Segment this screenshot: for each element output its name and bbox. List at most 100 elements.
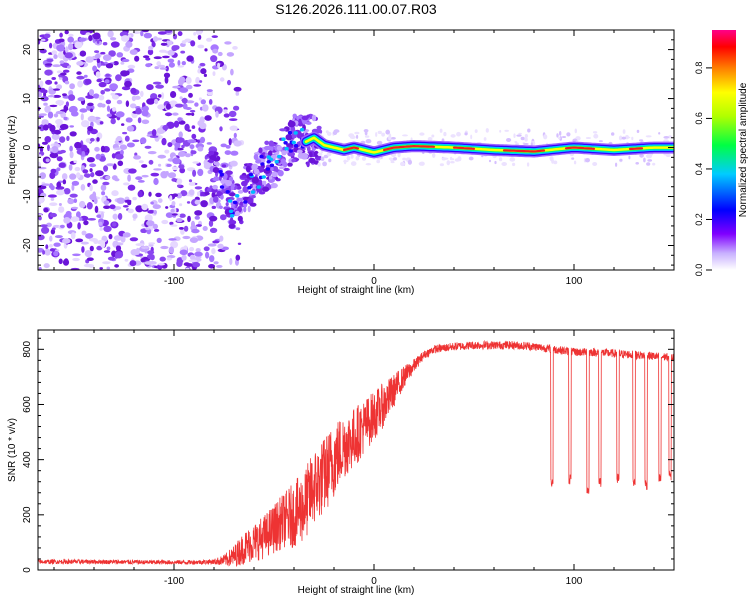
noise-blob — [177, 151, 186, 157]
noise-blob — [92, 179, 98, 184]
noise-blob — [235, 91, 240, 96]
noise-blob — [120, 61, 125, 65]
transition-blob — [290, 125, 296, 133]
transition-core — [218, 170, 223, 174]
noise-blob — [140, 90, 144, 97]
noise-blob — [208, 99, 213, 105]
transition-blob — [229, 217, 234, 224]
noise-blob — [178, 131, 183, 138]
noise-blob — [206, 89, 213, 93]
noise-blob — [67, 198, 75, 205]
noise-blob — [157, 154, 167, 159]
noise-blob — [178, 227, 184, 230]
noise-blob — [70, 232, 76, 240]
noise-blob — [56, 189, 65, 196]
transition-blob — [251, 195, 256, 199]
transition-blob — [300, 152, 309, 160]
noise-blob — [90, 108, 93, 113]
noise-blob — [101, 191, 106, 196]
noise-blob — [64, 52, 74, 59]
transition-blob — [242, 186, 249, 193]
noise-blob — [176, 259, 183, 267]
noise-blob — [116, 99, 123, 105]
noise-blob — [81, 120, 90, 128]
carrier-halo — [646, 153, 652, 159]
noise-blob — [41, 119, 49, 126]
noise-blob — [171, 201, 176, 206]
carrier-halo — [504, 129, 510, 132]
transition-blob — [225, 202, 229, 207]
noise-blob — [192, 161, 200, 164]
noise-blob — [55, 110, 64, 115]
carrier-peak — [452, 146, 476, 150]
noise-blob — [103, 165, 109, 172]
noise-blob — [134, 95, 141, 100]
noise-blob — [229, 125, 238, 131]
noise-blob — [181, 97, 188, 104]
noise-blob — [62, 238, 71, 244]
noise-blob — [58, 38, 65, 43]
noise-blob — [100, 241, 106, 249]
noise-blob — [191, 228, 200, 234]
noise-blob — [177, 60, 181, 66]
noise-blob — [44, 105, 51, 113]
noise-blob — [56, 70, 63, 74]
carrier-halo — [446, 160, 451, 166]
noise-blob — [108, 50, 116, 57]
x-tick-label: 100 — [566, 576, 583, 587]
carrier-halo — [509, 157, 516, 162]
noise-blob — [59, 72, 67, 76]
noise-blob — [171, 45, 178, 52]
noise-blob — [94, 146, 100, 152]
noise-blob — [140, 30, 144, 37]
noise-blob — [97, 102, 104, 108]
noise-blob — [166, 40, 173, 44]
colorbar-tick-label: 0.4 — [694, 163, 704, 176]
noise-blob — [112, 107, 117, 112]
noise-blob — [183, 245, 188, 251]
noise-blob — [217, 62, 221, 69]
noise-blob — [226, 52, 235, 57]
noise-blob — [89, 245, 94, 252]
carrier-halo — [393, 157, 397, 161]
noise-blob — [187, 215, 191, 223]
noise-blob — [189, 109, 196, 113]
noise-blob — [153, 228, 160, 232]
noise-blob — [106, 266, 111, 270]
noise-blob — [103, 205, 111, 209]
transition-core — [259, 154, 264, 159]
noise-blob — [113, 147, 122, 151]
colorbar-tick-label: 0.8 — [694, 62, 704, 75]
noise-blob — [71, 184, 75, 191]
noise-blob — [109, 83, 118, 91]
noise-blob — [188, 189, 195, 196]
noise-blob — [89, 237, 98, 242]
carrier-halo — [439, 128, 443, 133]
transition-core — [269, 163, 275, 168]
noise-blob — [167, 58, 175, 63]
noise-blob — [51, 50, 58, 55]
noise-blob — [76, 75, 85, 80]
noise-blob — [213, 261, 219, 265]
carrier-halo — [456, 131, 461, 137]
transition-blob — [258, 179, 263, 186]
transition-core — [225, 190, 230, 194]
noise-blob — [107, 256, 116, 261]
noise-blob — [237, 242, 242, 245]
carrier-halo — [450, 134, 456, 138]
noise-blob — [202, 104, 209, 112]
noise-blob — [65, 46, 69, 54]
noise-blob — [85, 233, 94, 239]
noise-blob — [185, 76, 192, 84]
noise-blob — [171, 178, 177, 182]
noise-blob — [124, 135, 130, 142]
colorbar-tick-label: 0.6 — [694, 112, 704, 125]
noise-blob — [124, 196, 130, 201]
noise-blob — [43, 33, 51, 39]
carrier-halo — [645, 135, 652, 138]
transition-blob — [253, 168, 260, 175]
carrier-halo — [506, 138, 512, 142]
noise-blob — [93, 93, 100, 99]
noise-blob — [72, 257, 80, 262]
transition-blob — [221, 164, 227, 168]
